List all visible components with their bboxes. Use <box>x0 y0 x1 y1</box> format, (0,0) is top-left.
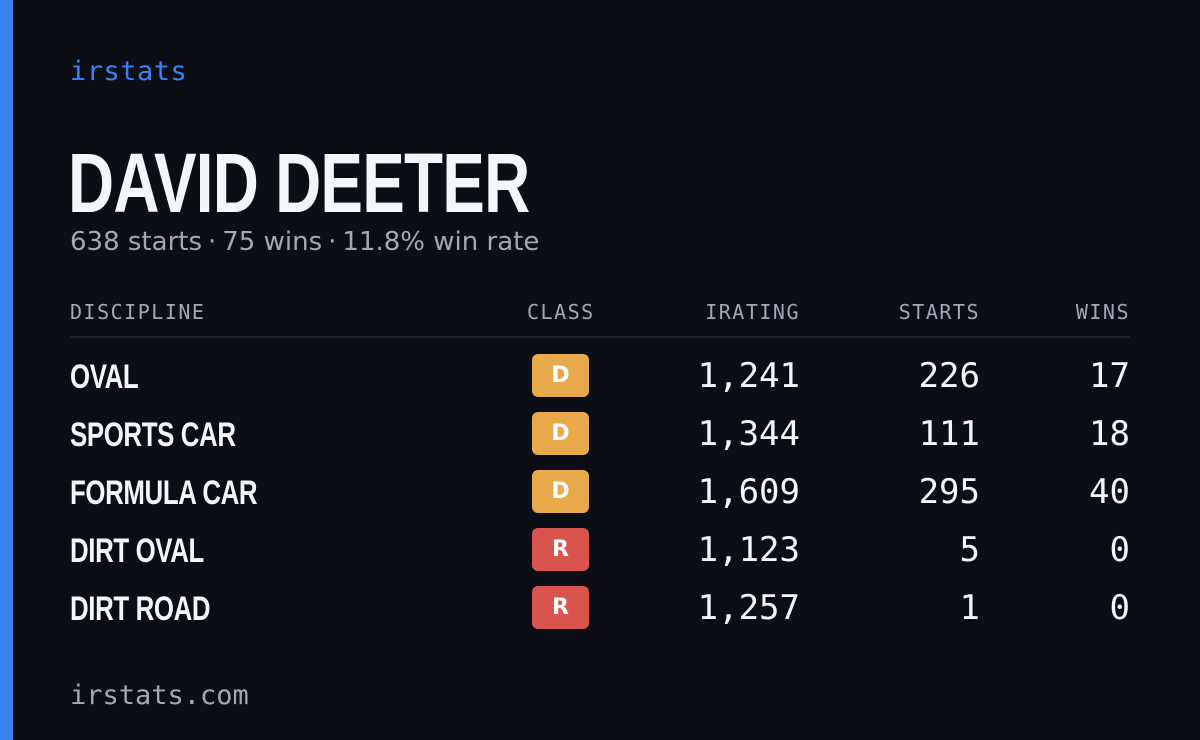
wins-value: 40 <box>1089 472 1130 512</box>
starts-value: 111 <box>918 414 980 454</box>
accent-bar <box>0 0 13 740</box>
class-badge: R <box>532 528 589 571</box>
irating-value: 1,609 <box>697 472 800 512</box>
driver-name: DAVID DEETER <box>68 136 530 230</box>
table-row: FORMULA CAR D 1,609 295 40 <box>0 470 1200 528</box>
irating-value: 1,257 <box>697 588 800 628</box>
discipline-name: FORMULA CAR <box>70 474 258 512</box>
footer-site-url[interactable]: irstats.com <box>70 680 249 711</box>
column-header-starts: STARTS <box>898 300 980 324</box>
wins-value: 17 <box>1089 356 1130 396</box>
irating-value: 1,241 <box>697 356 800 396</box>
column-header-irating: IRATING <box>705 300 800 324</box>
wins-summary: 75 wins <box>222 227 323 257</box>
table-row: SPORTS CAR D 1,344 111 18 <box>0 412 1200 470</box>
column-header-class: CLASS <box>527 300 595 324</box>
starts-value: 295 <box>918 472 980 512</box>
column-header-wins: WINS <box>1075 300 1130 324</box>
summary-separator: · <box>208 227 217 257</box>
table-row: DIRT OVAL R 1,123 5 0 <box>0 528 1200 586</box>
wins-value: 0 <box>1109 530 1130 570</box>
irating-value: 1,123 <box>697 530 800 570</box>
driver-summary: 638 starts · 75 wins · 11.8% win rate <box>70 227 539 257</box>
starts-value: 1 <box>959 588 980 628</box>
irating-value: 1,344 <box>697 414 800 454</box>
wins-value: 18 <box>1089 414 1130 454</box>
discipline-name: DIRT OVAL <box>70 532 204 570</box>
discipline-name: DIRT ROAD <box>70 590 211 628</box>
class-badge: D <box>532 470 589 513</box>
starts-summary: 638 starts <box>70 227 202 257</box>
class-badge: D <box>532 412 589 455</box>
column-header-discipline: DISCIPLINE <box>70 300 206 324</box>
wins-value: 0 <box>1109 588 1130 628</box>
starts-value: 226 <box>918 356 980 396</box>
discipline-name: SPORTS CAR <box>70 416 236 454</box>
class-badge: D <box>532 354 589 397</box>
class-badge: R <box>532 586 589 629</box>
starts-value: 5 <box>959 530 980 570</box>
summary-separator: · <box>328 227 337 257</box>
win-rate-summary: 11.8% win rate <box>342 227 540 257</box>
table-row: OVAL D 1,241 226 17 <box>0 354 1200 412</box>
discipline-name: OVAL <box>70 358 139 396</box>
header-divider <box>70 336 1130 338</box>
brand-logo-text: irstats <box>70 56 188 87</box>
table-row: DIRT ROAD R 1,257 1 0 <box>0 586 1200 644</box>
